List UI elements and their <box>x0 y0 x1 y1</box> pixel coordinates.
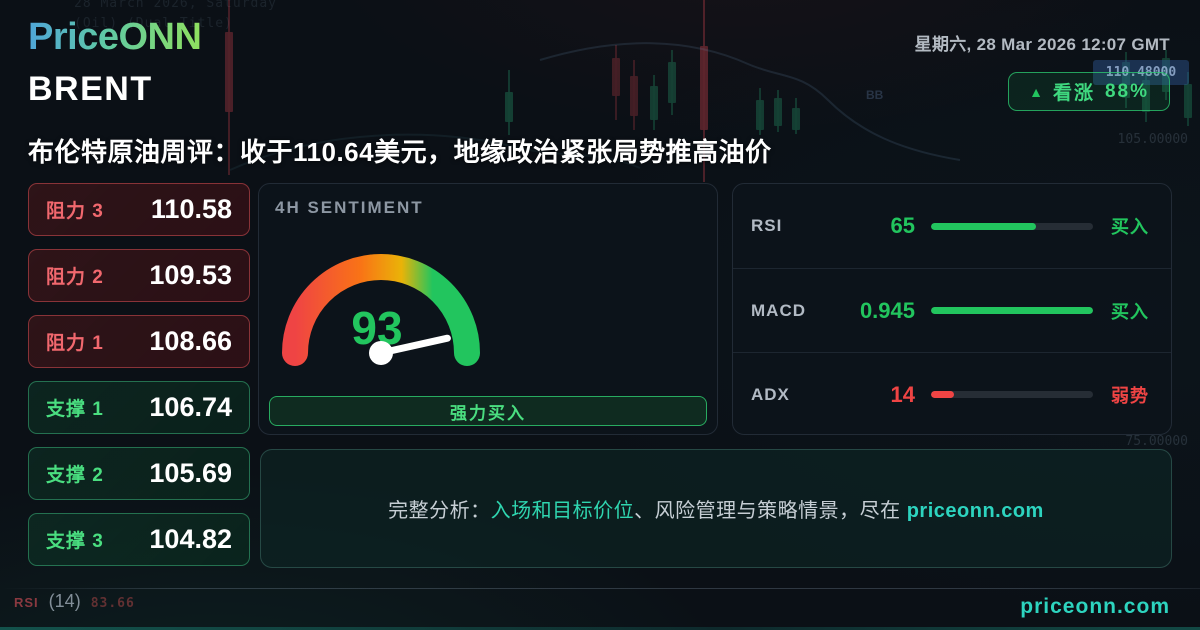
level-label: 阻力 1 <box>46 333 104 354</box>
cta-link[interactable]: priceonn.com <box>906 500 1044 522</box>
rsi-value: 83.66 <box>90 596 135 611</box>
support-3-box: 支撑 3 104.82 <box>28 513 250 566</box>
indicator-row-adx: ADX 14 弱势 <box>733 352 1171 436</box>
indicator-name: RSI <box>751 216 783 235</box>
badge-confidence: 88% <box>1104 80 1149 102</box>
rsi-subchart-label: RSI (14) 83.66 <box>14 591 135 612</box>
sentiment-gauge: 93 <box>282 254 480 366</box>
level-value: 104.82 <box>149 524 232 554</box>
axis-label: 105.00000 <box>1117 132 1188 147</box>
sentiment-title: 4H SENTIMENT <box>275 198 424 217</box>
cta-panel: 完整分析：入场和目标价位、风险管理与策略情景，尽在 priceonn.com <box>260 449 1172 568</box>
cta-text: 完整分析：入场和目标价位、风险管理与策略情景，尽在 priceonn.com <box>388 494 1044 523</box>
indicator-row-macd: MACD 0.945 买入 <box>733 268 1171 352</box>
page-title: BRENT <box>28 70 153 108</box>
indicator-progress-bar <box>931 307 1093 314</box>
footer-divider <box>0 588 1200 589</box>
level-value: 106.74 <box>149 392 232 422</box>
bullish-badge: ▲ 看涨 88% <box>1008 72 1170 111</box>
levels-column: 阻力 3 110.58 阻力 2 109.53 阻力 1 108.66 支撑 1… <box>28 183 250 566</box>
level-label: 阻力 2 <box>46 267 104 288</box>
up-triangle-icon: ▲ <box>1029 83 1043 100</box>
datetime-label: 星期六, 28 Mar 2026 12:07 GMT <box>914 35 1170 54</box>
level-value: 110.58 <box>150 194 232 224</box>
level-value: 108.66 <box>149 326 232 356</box>
level-label: 支撑 3 <box>46 531 104 552</box>
indicator-value: 65 <box>890 213 915 238</box>
indicator-progress-bar <box>931 222 1093 230</box>
axis-label: 75.00000 <box>1125 434 1188 449</box>
indicator-progress-bar <box>931 391 1093 398</box>
indicator-signal: 弱势 <box>1111 385 1149 406</box>
strong-buy-button[interactable]: 强力买入 <box>269 396 707 426</box>
brand-logo: PriceONN <box>28 16 202 58</box>
rsi-period: (14) <box>48 591 81 611</box>
level-label: 阻力 3 <box>46 201 104 222</box>
resistance-3-box: 阻力 3 110.58 <box>28 183 250 236</box>
gauge-pivot <box>369 341 393 365</box>
bollinger-band-curve <box>229 42 961 171</box>
bottom-accent-bar <box>0 627 1200 630</box>
indicator-signal: 买入 <box>1111 217 1149 237</box>
bb-label: BB <box>866 88 884 102</box>
level-value: 105.69 <box>149 458 232 488</box>
support-2-box: 支撑 2 105.69 <box>28 447 250 500</box>
cta-highlight: 入场和目标价位 <box>490 500 635 522</box>
indicator-name: ADX <box>751 384 790 404</box>
background-faint-text: (Oil) (Dual Title) <box>74 16 233 31</box>
cta-prefix: 完整分析： <box>388 500 491 522</box>
gauge-arc <box>282 254 480 366</box>
headline: 布伦特原油周评：收于110.64美元，地缘政治紧张局势推高油价 <box>28 137 772 167</box>
resistance-1-box: 阻力 1 108.66 <box>28 315 250 368</box>
indicator-row-rsi: RSI 65 买入 <box>733 184 1171 268</box>
indicators-panel: RSI 65 买入 MACD 0.945 买入 ADX 14 弱势 <box>732 183 1172 435</box>
indicator-name: MACD <box>751 300 806 320</box>
badge-direction: 看涨 <box>1052 83 1095 104</box>
indicator-signal: 买入 <box>1111 301 1149 322</box>
level-label: 支撑 1 <box>46 399 104 420</box>
support-1-box: 支撑 1 106.74 <box>28 381 250 434</box>
background-faint-text: 28 March 2026, Saturday <box>74 0 278 11</box>
indicator-value: 0.945 <box>859 297 915 323</box>
sentiment-panel: 4H SENTIMENT 93 强力买入 <box>258 183 718 435</box>
footer-url[interactable]: priceonn.com <box>1020 595 1170 618</box>
indicator-value: 14 <box>890 381 915 407</box>
cta-middle: 、风险管理与策略情景，尽在 <box>634 500 907 522</box>
rsi-name: RSI <box>14 595 39 610</box>
level-label: 支撑 2 <box>46 465 104 486</box>
resistance-2-box: 阻力 2 109.53 <box>28 249 250 302</box>
level-value: 109.53 <box>149 260 232 290</box>
